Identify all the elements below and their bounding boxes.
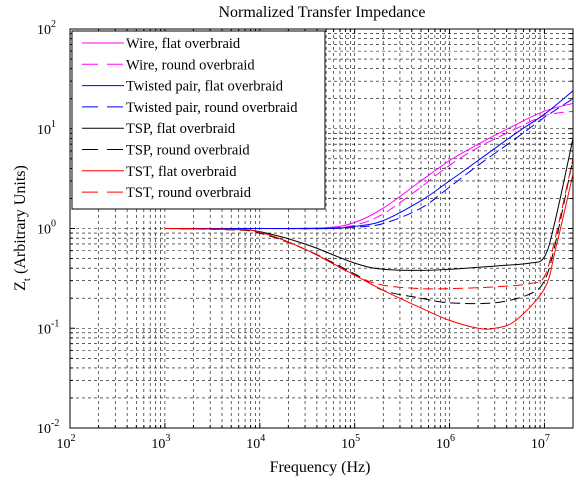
y-tick-label-exp: 1	[51, 119, 56, 130]
y-tick-label-exp: -1	[51, 318, 59, 329]
x-tick-label-base: 10	[341, 437, 355, 452]
legend-label-7: TST, flat overbraid	[126, 164, 237, 180]
x-tick-label-base: 10	[151, 437, 165, 452]
x-tick-label-exp: 7	[545, 433, 550, 444]
y-axis-label-main: Z	[12, 281, 29, 291]
x-tick-label: 104	[246, 433, 265, 452]
legend-label-3: Twisted pair, flat overbraid	[126, 79, 284, 95]
x-tick-labels: 102 103 104 105 106 107	[57, 433, 550, 452]
x-tick-label-base: 10	[436, 437, 450, 452]
legend-label-8: TST, round overbraid	[126, 185, 252, 201]
x-tick-label-exp: 5	[355, 433, 360, 444]
y-tick-label: 10-1	[37, 318, 59, 337]
series-line-8	[164, 158, 573, 290]
legend: Wire, flat overbraid Wire, round overbrai…	[71, 30, 326, 210]
x-tick-label-base: 10	[57, 437, 71, 452]
chart-title: Normalized Transfer Impedance	[218, 4, 425, 21]
legend-label-1: Wire, flat overbraid	[126, 36, 241, 52]
legend-label-6: TSP, round overbraid	[126, 143, 250, 159]
y-tick-label-exp: 0	[51, 219, 56, 230]
y-tick-label-base: 10	[37, 422, 51, 437]
x-tick-label-exp: 2	[71, 433, 76, 444]
y-tick-label-base: 10	[37, 322, 51, 337]
y-tick-label: 102	[37, 19, 56, 38]
x-axis-label: Frequency (Hz)	[270, 459, 371, 476]
x-tick-label-exp: 3	[165, 433, 170, 444]
x-tick-label-exp: 4	[260, 433, 265, 444]
y-tick-label-exp: -2	[51, 418, 59, 429]
x-tick-label: 106	[436, 433, 455, 452]
y-axis-label-rest: (Arbitrary Units)	[12, 165, 29, 278]
x-tick-label: 102	[57, 433, 76, 452]
y-axis-label: Zt (Arbitrary Units)	[12, 165, 33, 291]
legend-label-2: Wire, round overbraid	[126, 57, 255, 73]
legend-label-5: TSP, flat overbraid	[126, 121, 236, 137]
y-tick-label: 100	[37, 219, 56, 238]
legend-label-4: Twisted pair, round overbraid	[126, 100, 298, 116]
y-tick-label-base: 10	[37, 223, 51, 238]
y-tick-label: 10-2	[37, 418, 59, 437]
legend-box	[71, 30, 326, 210]
y-tick-label: 101	[37, 119, 56, 138]
series-line-4	[164, 98, 573, 230]
y-tick-label-base: 10	[37, 123, 51, 138]
x-tick-label: 107	[531, 433, 550, 452]
x-tick-label: 103	[151, 433, 170, 452]
series-line-6	[164, 158, 573, 305]
plot-series	[164, 90, 573, 330]
x-tick-label: 105	[341, 433, 360, 452]
x-tick-label-exp: 6	[450, 433, 455, 444]
x-tick-label-base: 10	[531, 437, 545, 452]
x-tick-label-base: 10	[246, 437, 260, 452]
y-tick-label-exp: 2	[51, 19, 56, 30]
y-tick-label-base: 10	[37, 23, 51, 38]
y-axis-label-sub: t	[21, 278, 33, 281]
